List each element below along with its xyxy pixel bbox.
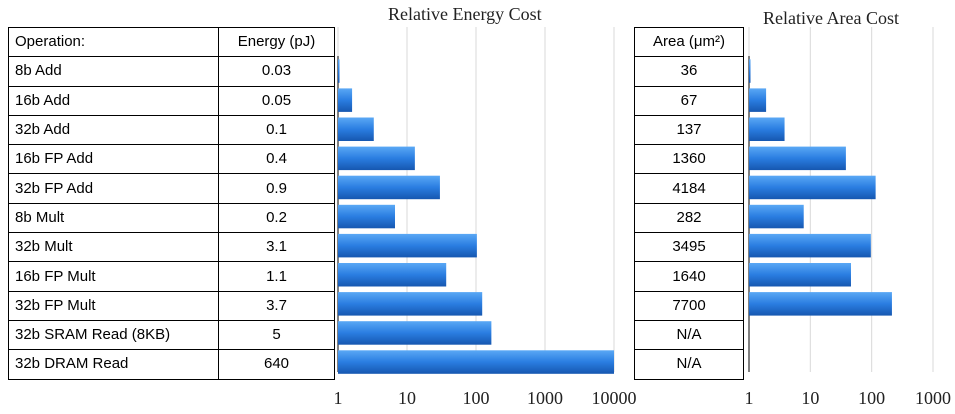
- energy-value: 640: [218, 349, 335, 380]
- area-row-32b-fp-add: 4184: [634, 173, 744, 204]
- energy-bar-32b-dram-read: [338, 350, 614, 374]
- area-value: 282: [634, 202, 744, 234]
- area-row-16b-fp-mult: 1640: [634, 261, 744, 292]
- area-value: 7700: [634, 290, 744, 321]
- energy-row-32b-fp-mult: 32b FP Mult 3.7: [8, 290, 335, 321]
- area-bar-16b-add: [749, 88, 767, 112]
- operation-header: Operation:: [8, 26, 219, 58]
- area-bar-32b-fp-add: [749, 175, 876, 200]
- energy-bar-16b-fp-mult: [338, 263, 447, 287]
- energy-value: 0.05: [218, 85, 335, 116]
- energy-value: 0.03: [218, 56, 335, 87]
- energy-tick-label: 100: [463, 388, 490, 408]
- area-row-8b-mult: 282: [634, 202, 744, 234]
- energy-row-32b-mult: 32b Mult 3.1: [8, 232, 335, 263]
- area-header: Area (μm²): [634, 26, 744, 58]
- area-row-16b-add: 67: [634, 85, 744, 116]
- area-tick-label: 1000: [915, 388, 951, 408]
- energy-chart-title: Relative Energy Cost: [388, 4, 542, 24]
- energy-bar-32b-fp-add: [338, 175, 440, 200]
- area-row-32b-add: 137: [634, 114, 744, 146]
- area-row-32b-sram-read-8kb: N/A: [634, 319, 744, 351]
- energy-row-16b-fp-add: 16b FP Add 0.4: [8, 144, 335, 175]
- energy-row-32b-add: 32b Add 0.1: [8, 114, 335, 146]
- energy-bar-16b-add: [338, 88, 353, 112]
- energy-value: 3.7: [218, 290, 335, 321]
- area-row-32b-mult: 3495: [634, 232, 744, 263]
- area-bar-8b-mult: [749, 204, 804, 229]
- area-bar-32b-add: [749, 117, 785, 141]
- area-value: 3495: [634, 232, 744, 263]
- area-value: 1640: [634, 261, 744, 292]
- energy-row-32b-dram-read: 32b DRAM Read 640: [8, 349, 335, 380]
- area-value: 67: [634, 85, 744, 116]
- area-bar-8b-add: [749, 59, 751, 83]
- energy-tick-label: 10000: [592, 388, 637, 408]
- operation-label: 8b Mult: [8, 202, 219, 234]
- energy-value: 0.1: [218, 114, 335, 146]
- energy-bar-8b-add: [338, 59, 340, 83]
- area-chart-title: Relative Area Cost: [763, 8, 899, 28]
- area-value: 4184: [634, 173, 744, 204]
- area-bar-32b-mult: [749, 233, 871, 258]
- energy-table: Operation: Energy (pJ) 8b Add 0.03 16b Add…: [8, 26, 335, 380]
- energy-tick-label: 1: [334, 388, 343, 408]
- area-value: N/A: [634, 319, 744, 351]
- area-row-32b-fp-mult: 7700: [634, 290, 744, 321]
- area-bar-16b-fp-add: [749, 146, 846, 171]
- operation-label: 32b Add: [8, 114, 219, 146]
- operation-label: 32b FP Mult: [8, 290, 219, 321]
- energy-bar-8b-mult: [338, 204, 395, 229]
- energy-bar-32b-sram-read-8kb: [338, 321, 492, 345]
- area-row-32b-dram-read: N/A: [634, 349, 744, 380]
- energy-tick-label: 10: [398, 388, 416, 408]
- energy-row-8b-mult: 8b Mult 0.2: [8, 202, 335, 234]
- energy-value: 3.1: [218, 232, 335, 263]
- energy-bar-16b-fp-add: [338, 146, 415, 171]
- energy-value: 5: [218, 319, 335, 351]
- area-table: Area (μm²) 36 67 137 1360 4184 282 3495 1640 770…: [634, 26, 744, 380]
- energy-value: 1.1: [218, 261, 335, 292]
- operation-label: 16b Add: [8, 85, 219, 116]
- area-tick-label: 1: [745, 388, 754, 408]
- energy-value: 0.4: [218, 144, 335, 175]
- area-table-header-row: Area (μm²): [634, 26, 744, 58]
- operation-label: 32b DRAM Read: [8, 349, 219, 380]
- energy-row-32b-sram-read-8kb: 32b SRAM Read (8KB) 5: [8, 319, 335, 351]
- area-value: 137: [634, 114, 744, 146]
- operation-label: 16b FP Mult: [8, 261, 219, 292]
- operation-label: 32b SRAM Read (8KB): [8, 319, 219, 351]
- area-tick-label: 100: [858, 388, 885, 408]
- energy-row-16b-add: 16b Add 0.05: [8, 85, 335, 116]
- operation-label: 32b Mult: [8, 232, 219, 263]
- energy-bar-32b-add: [338, 117, 374, 141]
- energy-tick-label: 1000: [527, 388, 563, 408]
- energy-row-16b-fp-mult: 16b FP Mult 1.1: [8, 261, 335, 292]
- energy-bar-32b-mult: [338, 233, 477, 258]
- area-value: N/A: [634, 349, 744, 380]
- energy-row-8b-add: 8b Add 0.03: [8, 56, 335, 87]
- area-tick-label: 10: [801, 388, 819, 408]
- area-bar-16b-fp-mult: [749, 263, 851, 287]
- energy-bar-32b-fp-mult: [338, 292, 483, 316]
- area-bar-32b-fp-mult: [749, 292, 892, 316]
